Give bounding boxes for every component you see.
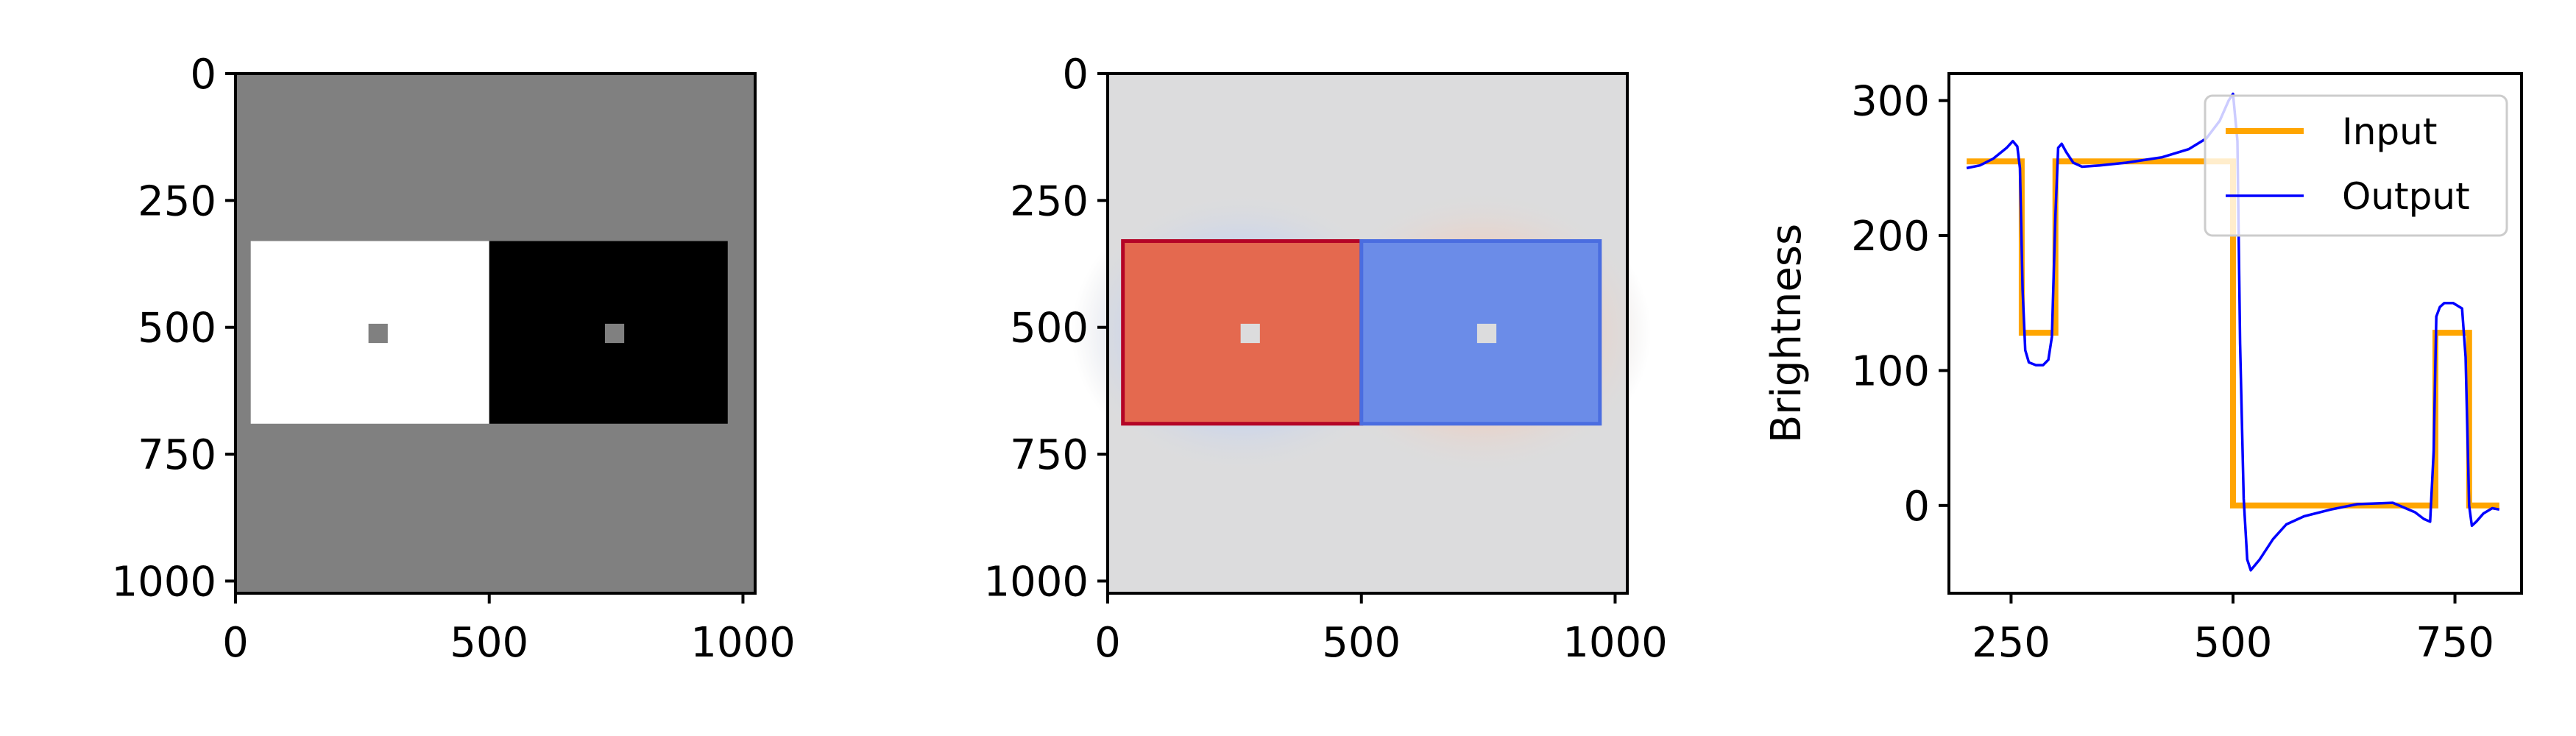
panel1-axes-frame (234, 72, 757, 595)
panel2-ytick-label-250: 250 (1010, 177, 1089, 225)
panel3-ytick-label-0: 0 (1903, 483, 1930, 531)
panel2-ytick-label-500: 500 (1010, 305, 1089, 353)
panel2-ytick-label-1000: 1000 (983, 558, 1089, 606)
right-center-patch (604, 323, 625, 344)
panel3-ytick-label-300: 300 (1851, 78, 1930, 126)
panel1-ytick-label-1000: 1000 (111, 558, 216, 606)
panel3-xtick-label-250: 250 (1972, 619, 2050, 667)
panel2-xtick-label-0: 0 (1094, 619, 1121, 667)
y-axis-label: Brightness (1763, 224, 1811, 443)
panel3-axes-frame (1947, 72, 2523, 595)
left-center-patch (368, 323, 388, 344)
left-center-patch (1240, 323, 1260, 344)
legend-output-label: Output (2342, 175, 2470, 218)
panel-output-image: 0 500 1000 0 250 500 750 1000 (983, 51, 1667, 667)
legend-input-label: Input (2342, 110, 2437, 153)
panel1-ticks (225, 72, 745, 604)
panel3-xtick-label-750: 750 (2416, 619, 2494, 667)
panel-brightness-profile: 250 500 750 0 100 200 300 Brightness Inp… (1763, 72, 2523, 667)
panel2-xtick-label-500: 500 (1322, 619, 1401, 667)
panel3-ytick-label-100: 100 (1851, 347, 1930, 395)
panel1-ytick-label-0: 0 (190, 51, 216, 99)
input-image (236, 74, 755, 593)
panel3-ytick-label-200: 200 (1851, 213, 1930, 261)
panel1-xtick-label-500: 500 (450, 619, 528, 667)
panel2-ticks (1097, 72, 1617, 604)
right-center-patch (1476, 323, 1497, 344)
panel1-xtick-label-1000: 1000 (690, 619, 796, 667)
output-image (1071, 74, 1652, 593)
panel1-ytick-label-750: 750 (138, 431, 216, 479)
panel2-ytick-label-750: 750 (1010, 431, 1089, 479)
panel2-xtick-label-1000: 1000 (1563, 619, 1668, 667)
panel1-ytick-label-250: 250 (138, 177, 216, 225)
panel3-ticks (1939, 99, 2457, 604)
panel3-xtick-label-500: 500 (2194, 619, 2273, 667)
panel-input-image: 0 500 1000 0 250 500 750 1000 (111, 51, 795, 667)
panel2-ytick-label-0: 0 (1062, 51, 1089, 99)
input-series-line (1967, 158, 2499, 509)
legend: Input Output (2204, 94, 2508, 237)
panel2-axes-frame (1106, 72, 1629, 595)
panel1-xtick-label-0: 0 (222, 619, 249, 667)
panel1-ytick-label-500: 500 (138, 305, 216, 353)
